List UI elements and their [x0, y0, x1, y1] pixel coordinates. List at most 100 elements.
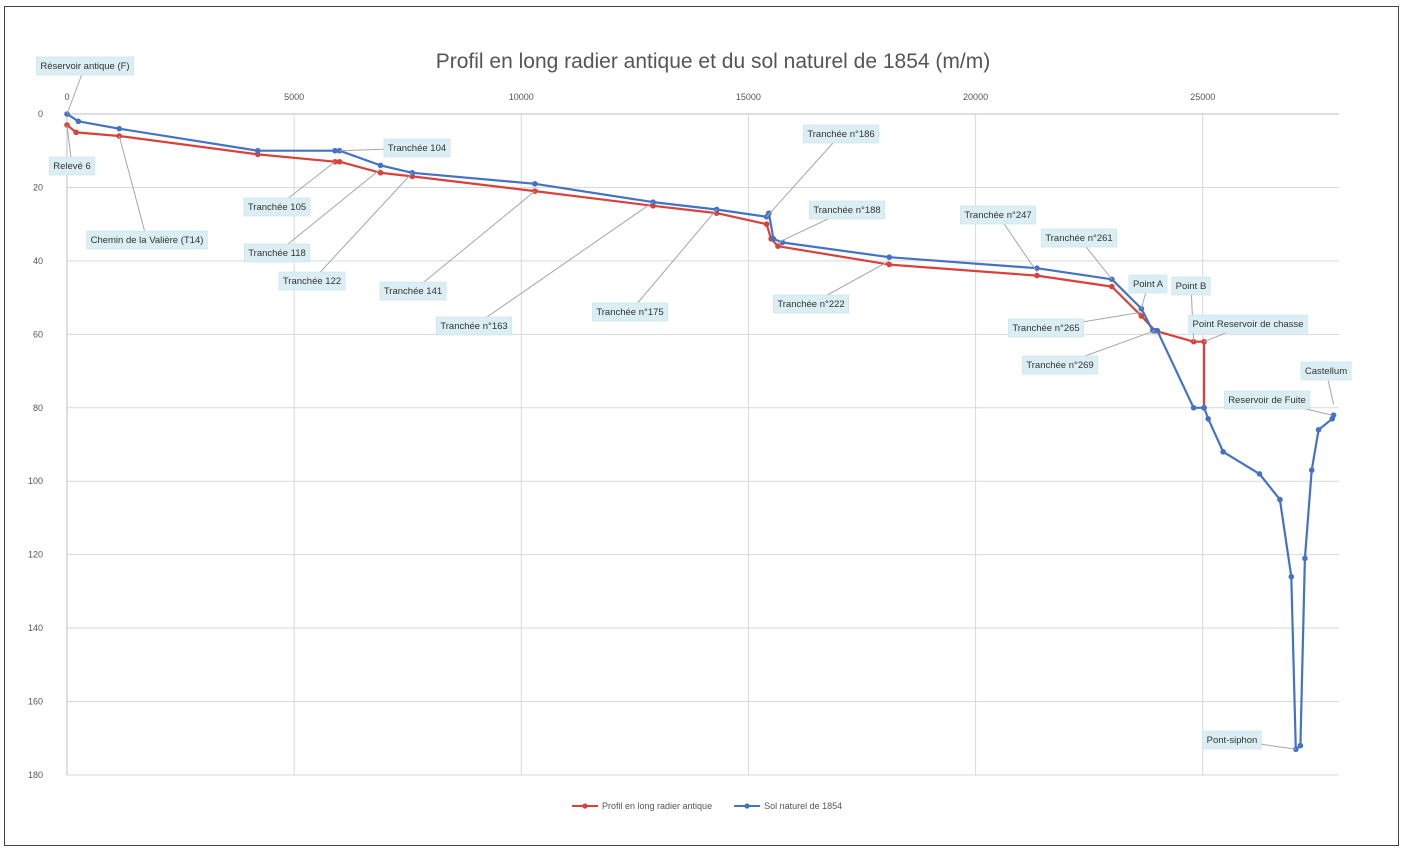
- annotation: Tranchée n°186: [766, 124, 879, 218]
- annotation: Tranchée n°222: [772, 260, 890, 314]
- annotation-label: Tranchée 141: [384, 286, 442, 297]
- annotation-leader: [473, 201, 654, 327]
- annotation-label: Reservoir de Fuite: [1228, 395, 1306, 406]
- data-point: [1190, 404, 1197, 411]
- data-point: [770, 236, 777, 242]
- annotation: Point Reservoir de chasse: [1188, 314, 1308, 343]
- annotation-box: [86, 230, 208, 250]
- annotation-leader: [997, 214, 1038, 273]
- data-point: [1154, 327, 1161, 334]
- annotation: Tranchée n°265: [1007, 311, 1142, 338]
- x-tick-label: 15000: [736, 92, 761, 102]
- annotation-box: [959, 205, 1036, 225]
- annotation: Tranchée n°163: [435, 201, 654, 336]
- annotation-label: Pont-siphon: [1207, 735, 1258, 746]
- data-point: [1205, 415, 1211, 422]
- data-point: [1034, 272, 1040, 279]
- annotation: Tranchée 105: [243, 161, 336, 217]
- legend-swatch-marker: [744, 803, 750, 809]
- y-tick-label: 0: [38, 109, 43, 119]
- annotation-label: Point Reservoir de chasse: [1193, 319, 1304, 330]
- x-tick-label: 25000: [1190, 92, 1215, 102]
- annotation-box: [243, 243, 311, 263]
- y-tick-label: 60: [33, 329, 43, 339]
- annotation-label: Tranchée 122: [283, 276, 341, 287]
- annotation: Relevé 6: [48, 124, 96, 176]
- y-tick-label: 180: [28, 770, 43, 780]
- data-point: [1302, 555, 1308, 562]
- annotation-box: [1202, 730, 1262, 750]
- data-point: [886, 254, 893, 261]
- annotation-box: [1041, 228, 1118, 248]
- annotation-box: [1021, 355, 1098, 375]
- annotation: Castellum: [1300, 361, 1352, 405]
- annotation-label: Tranchée n°265: [1012, 323, 1079, 334]
- annotation-box: [802, 124, 879, 144]
- data-point: [336, 158, 343, 165]
- annotation-box: [1007, 318, 1084, 338]
- annotation-label: Point B: [1176, 281, 1207, 292]
- legend-item: Profil en long radier antique: [572, 801, 712, 811]
- annotation-box: [591, 302, 668, 322]
- axes: 0 20 40 60 80 100 120 140 160 180 5000 10000 15000 20…: [28, 92, 1339, 780]
- data-point: [766, 210, 772, 216]
- annotation-leader: [311, 172, 413, 282]
- annotation-label: Tranchée n°163: [440, 321, 507, 332]
- data-point: [886, 261, 893, 268]
- annotation: Tranchée 122: [278, 172, 413, 291]
- annotation-label: Point A: [1133, 279, 1164, 290]
- annotation-label: Tranchée n°188: [813, 205, 880, 216]
- annotation: Tranchée 118: [243, 168, 381, 263]
- annotation-box: [1300, 361, 1352, 381]
- y-tick-label: 120: [28, 550, 43, 560]
- annotation: Tranchée n°175: [591, 209, 718, 322]
- data-point: [1308, 467, 1315, 474]
- data-point: [1288, 573, 1295, 580]
- annotation-label: Réservoir antique (F): [40, 61, 129, 72]
- annotation-label: Tranchée n°247: [964, 210, 1031, 221]
- y-tick-label: 40: [33, 256, 43, 266]
- annotation-box: [379, 281, 447, 301]
- chart-title: Profil en long radier antique et du sol …: [436, 50, 990, 73]
- data-point: [1315, 427, 1322, 433]
- data-point: [1201, 338, 1207, 345]
- data-point: [1330, 412, 1337, 418]
- data-point: [1201, 404, 1207, 411]
- annotation: Tranchée 104: [339, 138, 451, 158]
- y-tick-label: 80: [33, 403, 43, 413]
- y-tick-label: 20: [33, 182, 43, 192]
- annotation-box: [1223, 390, 1311, 410]
- legend-label: Sol naturel de 1854: [764, 801, 842, 811]
- annotation-leader: [118, 135, 148, 241]
- y-tick-label: 160: [28, 697, 43, 707]
- annotation-label: Chemin de la Valière (T14): [91, 235, 204, 246]
- annotation-box: [772, 294, 849, 314]
- annotation-leader: [276, 168, 381, 254]
- data-point: [1256, 471, 1263, 477]
- annotation: Tranchée n°261: [1041, 228, 1118, 280]
- annotation: Point B: [1171, 276, 1211, 342]
- legend-swatch-marker: [582, 803, 588, 809]
- data-point: [1277, 496, 1283, 503]
- annotation-box: [243, 197, 311, 217]
- x-tick-label: 20000: [963, 92, 988, 102]
- annotation-label: Tranchée 118: [248, 248, 306, 259]
- annotation: Pont-siphon: [1202, 730, 1296, 750]
- data-point: [377, 169, 384, 176]
- chart-frame: Profil en long radier antique et du sol …: [4, 6, 1399, 846]
- annotation: Réservoir antique (F): [36, 56, 134, 115]
- annotation-box: [278, 271, 346, 291]
- annotation-box: [36, 56, 134, 76]
- data-point: [1297, 742, 1304, 749]
- legend-label: Profil en long radier antique: [602, 801, 712, 811]
- data-point: [1190, 338, 1197, 345]
- annotation-box: [435, 316, 512, 336]
- data-point: [1109, 283, 1115, 290]
- y-tick-label: 140: [28, 623, 43, 633]
- annotation-label: Tranchée n°261: [1045, 233, 1112, 244]
- series-layer: [64, 111, 1337, 753]
- annotation: Tranchée n°188: [777, 200, 885, 243]
- annotation: Point A: [1128, 274, 1168, 309]
- chart-svg: Profil en long radier antique et du sol …: [28, 50, 1352, 811]
- annotation-box: [48, 156, 96, 176]
